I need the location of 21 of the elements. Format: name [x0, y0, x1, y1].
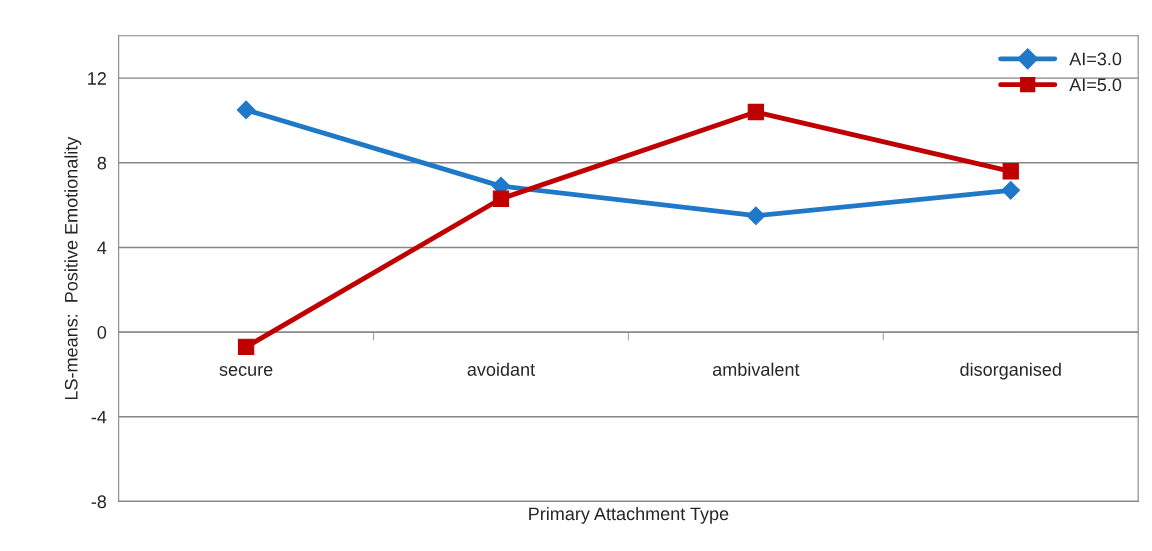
- x-tick-label: avoidant: [467, 362, 535, 376]
- point: [236, 100, 256, 120]
- y-tick-label: 8: [97, 156, 107, 170]
- y-tick-label: 0: [97, 326, 107, 339]
- y-axis-title: LS-means: Positive Emotionality: [64, 136, 82, 400]
- point: [237, 338, 255, 356]
- y-tick-label: -4: [91, 410, 107, 424]
- y-tick-label: 12: [88, 72, 106, 85]
- point: [747, 103, 765, 121]
- y-tick-label: 4: [97, 241, 107, 254]
- x-tick-label: ambivalent: [712, 362, 800, 376]
- point: [492, 190, 510, 207]
- point: [1001, 180, 1021, 200]
- x-tick-label: disorganised: [960, 362, 1061, 380]
- x-axis-title: Primary Attachment Type: [529, 506, 729, 524]
- point: [746, 206, 766, 226]
- x-tick-label: secure: [219, 366, 273, 376]
- legend-label: AI=5.0: [1069, 78, 1122, 92]
- point: [1002, 163, 1019, 180]
- legend-label: AI=3.0: [1069, 52, 1122, 66]
- y-tick-label: -8: [91, 495, 107, 509]
